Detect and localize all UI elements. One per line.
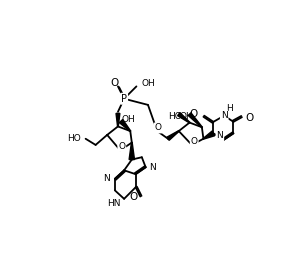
Polygon shape [116, 113, 120, 126]
Text: O: O [118, 142, 125, 151]
Polygon shape [129, 143, 135, 159]
Text: N: N [149, 163, 156, 172]
Text: N: N [221, 111, 228, 120]
Text: HN: HN [108, 199, 121, 208]
Text: N: N [217, 131, 223, 140]
Polygon shape [188, 113, 202, 127]
Text: O: O [129, 191, 137, 201]
Text: HO: HO [67, 134, 81, 143]
Text: O: O [111, 78, 119, 88]
Text: O: O [190, 109, 198, 119]
Text: OH: OH [122, 115, 135, 124]
Polygon shape [203, 131, 215, 139]
Text: HO: HO [168, 112, 182, 121]
Text: H: H [227, 104, 233, 113]
Text: P: P [121, 94, 127, 104]
Text: O: O [154, 124, 162, 132]
Text: N: N [103, 174, 110, 183]
Text: O: O [191, 136, 198, 146]
Text: OH: OH [180, 112, 193, 121]
Polygon shape [119, 119, 131, 131]
Text: OH: OH [142, 79, 156, 88]
Polygon shape [167, 131, 179, 140]
Text: O: O [246, 113, 254, 123]
Polygon shape [178, 112, 190, 123]
